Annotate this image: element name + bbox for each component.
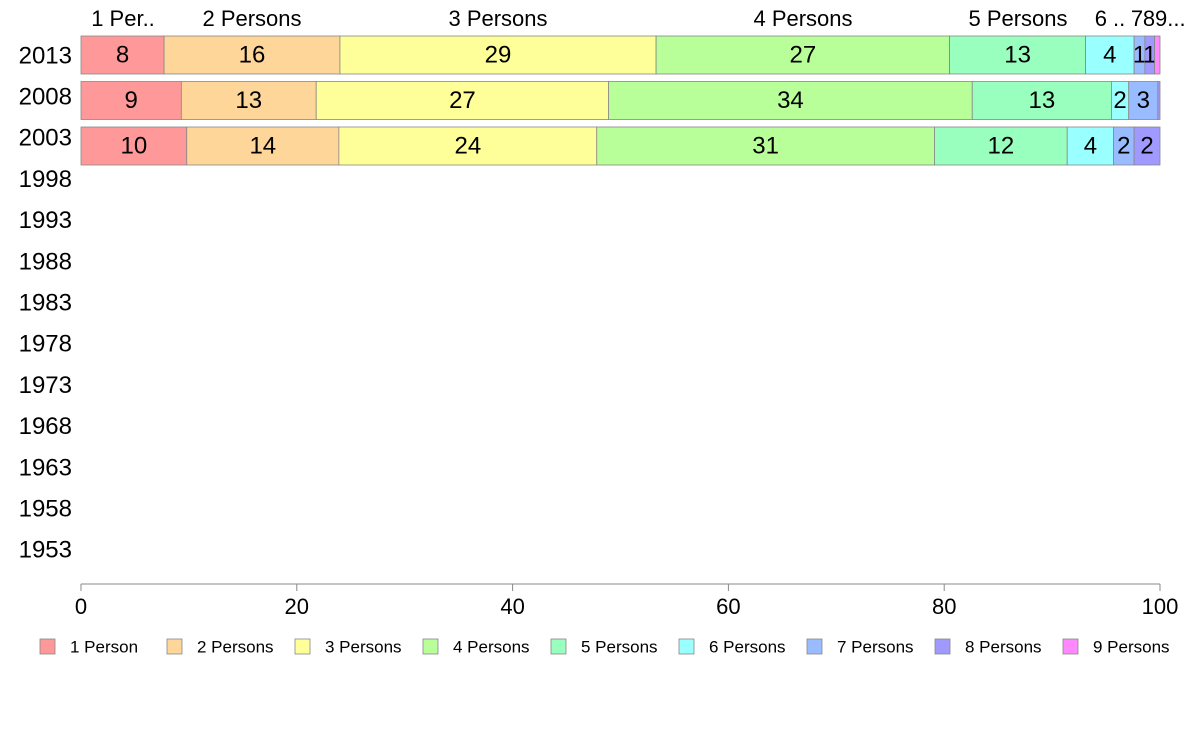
x-tick-label: 80	[932, 594, 956, 619]
bar-segment	[971, 81, 1112, 120]
legend-label: 2 Persons	[197, 637, 274, 656]
column-header-label: 3 Persons	[448, 6, 547, 31]
x-tick-label: 20	[285, 594, 309, 619]
column-header-label: 7	[1131, 6, 1143, 31]
bar-value-label: 16	[239, 41, 266, 68]
bar-segment	[596, 126, 935, 166]
year-label: 2008	[19, 84, 72, 111]
year-label: 1968	[19, 413, 72, 440]
bar-value-label: 10	[121, 132, 148, 159]
column-header-label: 2 Persons	[202, 6, 301, 31]
bar-segment	[1128, 81, 1159, 120]
legend-label: 7 Persons	[837, 637, 914, 656]
bar-value-label: 24	[454, 132, 481, 159]
legend-swatch	[422, 638, 439, 655]
bar-value-label: 4	[1103, 41, 1116, 68]
bar-value-label: 13	[1004, 41, 1031, 68]
bar-segment	[180, 81, 317, 120]
bar-value-label: 1	[1143, 41, 1156, 68]
bar-value-label: 27	[449, 87, 476, 114]
column-header-label: 4 Persons	[753, 6, 852, 31]
bar-value-label: 12	[987, 132, 1014, 159]
bar-segment	[338, 126, 598, 166]
legend-swatch	[1062, 638, 1079, 655]
year-label: 1963	[19, 454, 72, 481]
legend-swatch	[166, 638, 183, 655]
bar-value-label: 2	[1140, 132, 1153, 159]
legend-label: 5 Persons	[581, 637, 658, 656]
year-label: 2013	[19, 42, 72, 69]
bar-segment	[1085, 35, 1135, 75]
column-header-label: 5 Persons	[968, 6, 1067, 31]
bar-value-label: 29	[485, 41, 512, 68]
bar-segment	[1133, 126, 1161, 166]
year-label: 1993	[19, 207, 72, 234]
bar-value-label: 31	[752, 132, 779, 159]
bar-value-label: 2	[1113, 87, 1126, 114]
x-tick-label: 60	[716, 594, 740, 619]
legend-label: 8 Persons	[965, 637, 1042, 656]
x-tick-label: 40	[500, 594, 524, 619]
bar-value-label: 27	[789, 41, 816, 68]
year-label: 1988	[19, 248, 72, 275]
bar-segment	[949, 35, 1086, 75]
bar-segment	[339, 35, 657, 75]
column-header-label: 1 Per..	[91, 6, 155, 31]
legend-swatch	[294, 638, 311, 655]
bar-value-label: 1	[1133, 41, 1146, 68]
bar-value-label: 13	[235, 87, 262, 114]
x-axis: 0 20 40 60 80 100	[75, 583, 1179, 619]
column-header-labels: 1 Per.. 2 Persons 3 Persons 4 Persons 5 Pers…	[91, 6, 1185, 31]
bar-segment	[934, 126, 1068, 166]
column-header-label: 6 ..	[1095, 6, 1126, 31]
bar-segment	[1066, 126, 1115, 166]
year-label: 1958	[19, 496, 72, 523]
legend-swatch	[550, 638, 567, 655]
legend-swatch	[678, 638, 695, 655]
year-label: 2003	[19, 125, 72, 152]
x-tick-label: 100	[1142, 594, 1179, 619]
bar-segment	[80, 81, 182, 120]
bar-segment	[80, 35, 165, 75]
legend-label: 6 Persons	[709, 637, 786, 656]
bar-segment	[608, 81, 973, 120]
bars-layer: 8 16 29 27 13 4 119 13 27 34 13 2 310 14 24 31 12 4 2 2	[80, 35, 1161, 166]
x-tick-label: 0	[75, 594, 87, 619]
bar-value-label: 3	[1137, 87, 1150, 114]
legend-label: 9 Persons	[1093, 637, 1170, 656]
bar-value-label: 4	[1084, 132, 1097, 159]
bar-segment	[655, 35, 950, 75]
legend-swatch	[39, 638, 56, 655]
bar-value-label: 13	[1028, 87, 1055, 114]
bar-value-label: 8	[116, 41, 129, 68]
year-label: 1973	[19, 372, 72, 399]
year-axis-labels: 2013 2008 2003 1998 1993 1988 1983 1978 1973 1968…	[19, 42, 72, 563]
legend-swatch	[934, 638, 951, 655]
year-label: 1978	[19, 331, 72, 358]
legend-label: 1 Person	[70, 637, 138, 656]
legend-label: 4 Persons	[453, 637, 530, 656]
bar-value-label: 9	[124, 87, 137, 114]
year-label: 1953	[19, 537, 72, 564]
year-label: 1998	[19, 166, 72, 193]
year-label: 1983	[19, 290, 72, 317]
bar-segment	[80, 126, 188, 166]
bar-segment	[1154, 35, 1161, 75]
column-header-label: 8	[1143, 6, 1155, 31]
bar-value-label: 2	[1117, 132, 1130, 159]
column-header-label: 9...	[1155, 6, 1186, 31]
legend-label: 3 Persons	[325, 637, 402, 656]
bar-value-label: 14	[249, 132, 276, 159]
bar-segment	[163, 35, 341, 75]
legend-swatch	[806, 638, 823, 655]
bar-segment	[1157, 81, 1161, 120]
bar-segment	[186, 126, 340, 166]
bar-value-label: 34	[777, 87, 804, 114]
legend: 1 Person 2 Persons 3 Persons 4 Persons 5 Per…	[39, 637, 1170, 656]
